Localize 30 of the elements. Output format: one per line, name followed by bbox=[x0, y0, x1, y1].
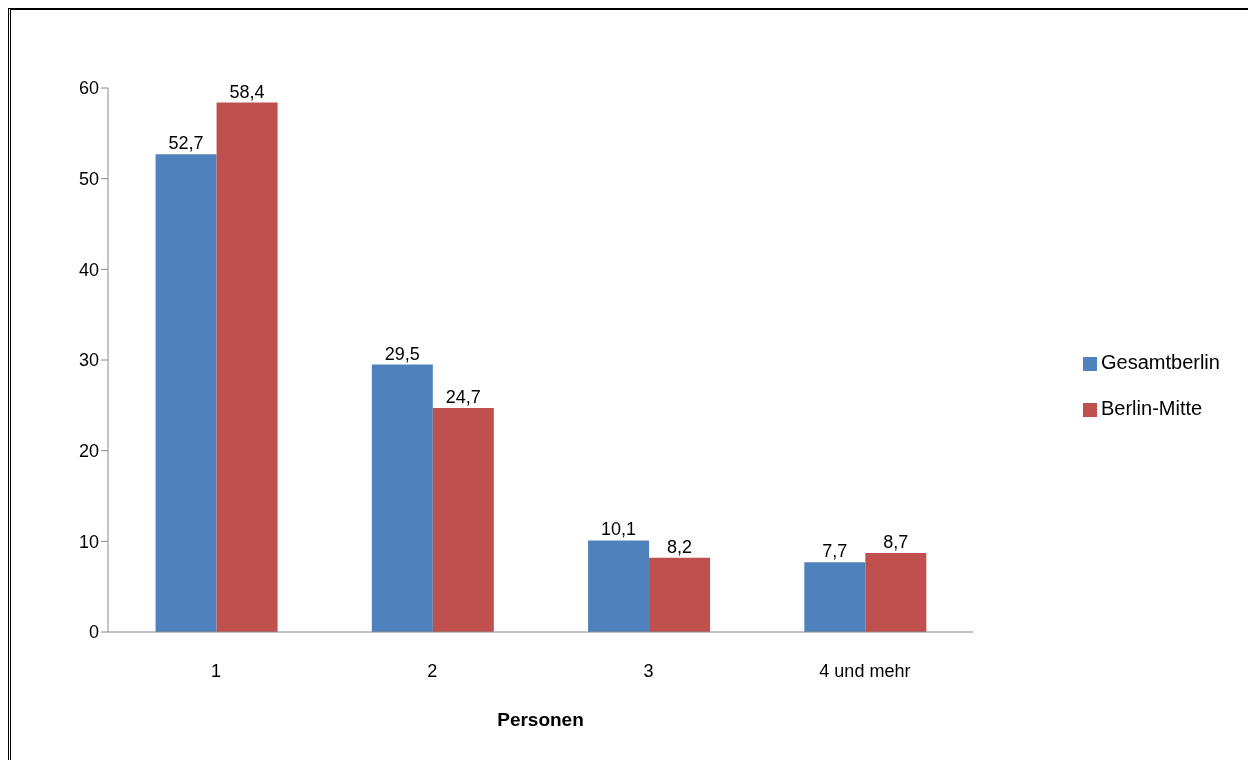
bar bbox=[804, 562, 866, 632]
data-label: 24,7 bbox=[445, 387, 481, 408]
x-tick-label: 1 bbox=[211, 660, 222, 681]
data-label: 8,2 bbox=[667, 536, 693, 557]
bar bbox=[588, 540, 650, 632]
y-tick-label: 50 bbox=[78, 169, 99, 190]
legend-label: Gesamtberlin bbox=[1101, 351, 1220, 373]
y-tick-label: 30 bbox=[78, 350, 99, 371]
x-axis-title: Personen bbox=[497, 709, 584, 730]
x-tick-label: 2 bbox=[427, 660, 438, 681]
y-tick-label: 0 bbox=[88, 622, 99, 643]
bar bbox=[865, 553, 927, 632]
bar bbox=[155, 154, 217, 632]
x-tick-label: 3 bbox=[643, 660, 654, 681]
x-tick-label: 4 und mehr bbox=[819, 660, 911, 681]
y-tick-label: 60 bbox=[78, 78, 99, 99]
y-tick-label: 20 bbox=[78, 441, 99, 462]
legend-label: Berlin-Mitte bbox=[1101, 397, 1203, 419]
data-label: 10,1 bbox=[601, 519, 637, 540]
y-tick-label: 10 bbox=[78, 531, 99, 552]
data-label: 58,4 bbox=[229, 81, 265, 102]
data-label: 7,7 bbox=[822, 541, 848, 562]
data-label: 8,7 bbox=[883, 532, 909, 553]
bar bbox=[432, 408, 494, 632]
bar bbox=[216, 102, 278, 632]
bar bbox=[649, 557, 711, 632]
bar bbox=[371, 364, 433, 632]
data-label: 29,5 bbox=[384, 343, 420, 364]
data-label: 52,7 bbox=[168, 133, 204, 154]
y-tick-label: 40 bbox=[78, 259, 99, 280]
